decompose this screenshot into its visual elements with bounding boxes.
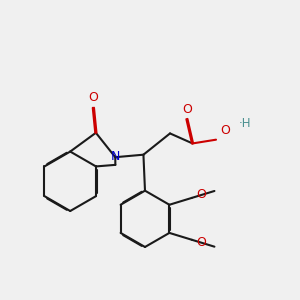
Text: N: N — [111, 150, 121, 163]
Text: O: O — [220, 124, 230, 137]
Text: ·H: ·H — [238, 117, 251, 130]
Text: O: O — [196, 236, 206, 249]
Text: O: O — [196, 188, 206, 201]
Text: O: O — [182, 103, 192, 116]
Text: O: O — [88, 91, 98, 104]
